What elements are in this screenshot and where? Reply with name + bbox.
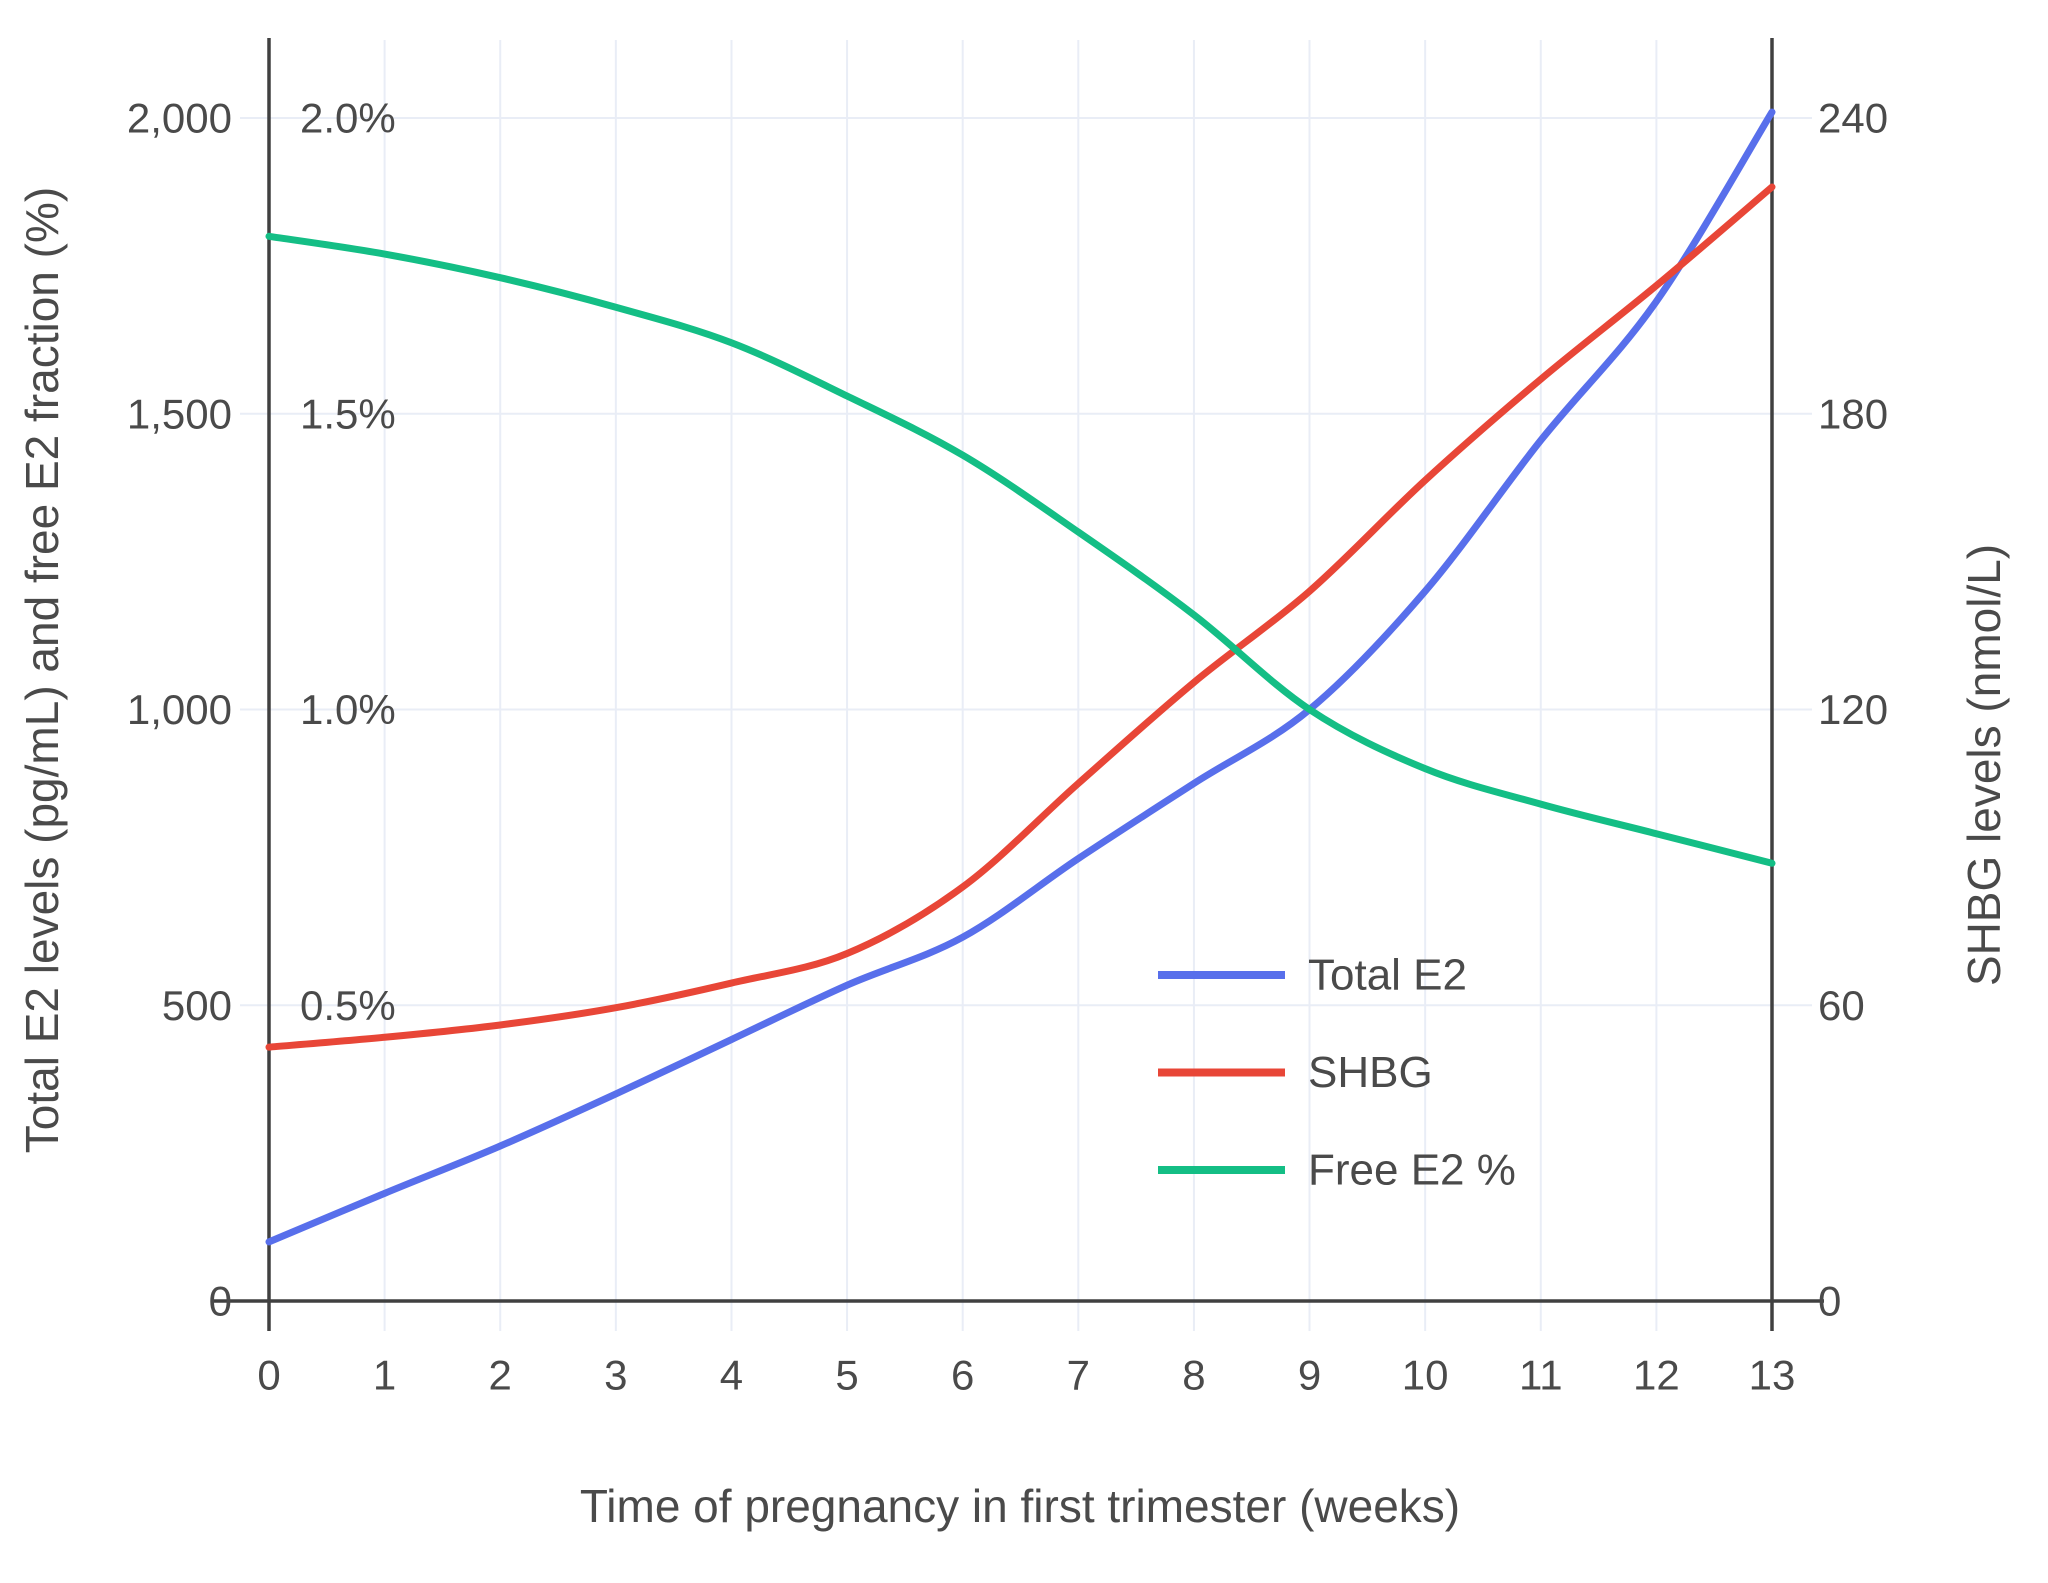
x-tick-label: 11: [1519, 1352, 1563, 1399]
legend-item: Total E2: [1158, 951, 1467, 1000]
legend-item: SHBG: [1158, 1048, 1433, 1097]
x-tick-label: 4: [720, 1352, 743, 1399]
legend-item: Free E2 %: [1158, 1146, 1516, 1195]
x-tick-label: 3: [604, 1352, 627, 1399]
legend-item-label: SHBG: [1308, 1048, 1433, 1097]
left-tick-label: 1,000: [127, 686, 232, 733]
series-layer: [265, 108, 1776, 1246]
right-tick-label: 0: [1818, 1278, 1841, 1325]
x-tick-label: 10: [1402, 1352, 1449, 1399]
percent-tick-label: 1.0%: [300, 686, 396, 733]
left-tick-label: 1,500: [127, 390, 232, 437]
x-tick-label: 13: [1749, 1352, 1796, 1399]
total-e2-line: [265, 108, 1776, 1246]
right-tick-label: 60: [1818, 982, 1865, 1029]
free-e2--line: [265, 232, 1776, 867]
right-tick-label: 120: [1818, 686, 1888, 733]
percent-tick-label: 2.0%: [300, 95, 396, 142]
x-tick-label: 0: [257, 1352, 280, 1399]
percent-tick-label: 0.5%: [300, 982, 396, 1029]
x-tick-label: 12: [1633, 1352, 1680, 1399]
right-tick-label: 240: [1818, 95, 1888, 142]
left-tick-label: 0: [209, 1278, 232, 1325]
x-axis-title: Time of pregnancy in first trimester (we…: [580, 1480, 1460, 1532]
shbg-line: [265, 183, 1776, 1051]
x-tick-label: 7: [1067, 1352, 1090, 1399]
x-tick-label: 8: [1182, 1352, 1205, 1399]
x-tick-label: 6: [951, 1352, 974, 1399]
legend-item-label: Free E2 %: [1308, 1146, 1516, 1195]
left-tick-label: 2,000: [127, 95, 232, 142]
y-axis-title-right: SHBG levels (nmol/L): [1958, 544, 2010, 986]
percent-tick-label: 1.5%: [300, 390, 396, 437]
grid-layer: [240, 40, 1812, 1331]
axis-layer: [214, 38, 1824, 1331]
x-tick-label: 2: [489, 1352, 512, 1399]
x-tick-label: 9: [1298, 1352, 1321, 1399]
legend-item-label: Total E2: [1308, 951, 1467, 1000]
legend: Total E2 SHBG Free E2 %: [1158, 951, 1516, 1195]
x-tick-label: 5: [835, 1352, 858, 1399]
left-tick-label: 500: [162, 982, 232, 1029]
right-tick-label: 180: [1818, 390, 1888, 437]
x-tick-label: 1: [373, 1352, 396, 1399]
y-axis-title-left: Total E2 levels (pg/mL) and free E2 frac…: [16, 187, 68, 1153]
